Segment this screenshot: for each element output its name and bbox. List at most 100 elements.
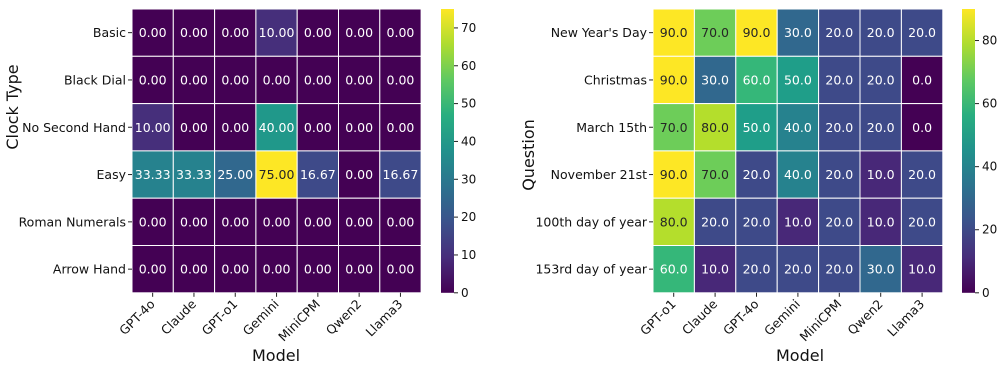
cell-value-label: 60.0 xyxy=(660,262,688,277)
cell-value-label: 0.00 xyxy=(304,214,332,229)
cell-value-label: 0.00 xyxy=(221,120,249,135)
cell-value-label: 20.0 xyxy=(867,72,895,87)
cell-value-label: 10.00 xyxy=(259,25,295,40)
cell-value-label: 20.0 xyxy=(825,72,853,87)
heatmap-cell xyxy=(900,103,944,152)
cell-value-label: 20.0 xyxy=(743,214,771,229)
cell-value-label: 0.00 xyxy=(180,120,208,135)
heatmap-cell xyxy=(255,103,298,152)
heatmap-cell xyxy=(693,55,737,105)
colorbar-tick-label: 0 xyxy=(982,286,990,300)
cell-value-label: 0.00 xyxy=(139,262,167,277)
heatmap-cell xyxy=(131,197,174,246)
cell-value-label: 20.0 xyxy=(701,214,729,229)
heatmap-clock-type: 0.00 0.00 0.00 10.00 0.00 0.00 0.00 0.00 0.00 0.0… xyxy=(3,8,476,365)
heatmap-cell xyxy=(214,103,257,152)
cell-value-label: 33.33 xyxy=(176,167,212,182)
cell-value-label: 10.0 xyxy=(867,167,895,182)
y-tick-label: Basic xyxy=(93,25,126,40)
cell-value-label: 20.0 xyxy=(908,167,936,182)
cell-value-label: 0.00 xyxy=(221,25,249,40)
heatmap-cell xyxy=(172,150,216,199)
y-tick-label: Easy xyxy=(97,167,127,182)
heatmap-question: 90.0 70.0 90.0 30.0 20.0 20.0 20.0 90.0 30.0 60.0… xyxy=(519,8,997,365)
heatmap-cell xyxy=(776,8,820,57)
cell-value-label: 0.0 xyxy=(912,120,932,135)
heatmap-cell xyxy=(735,103,778,152)
cell-value-label: 20.0 xyxy=(784,262,812,277)
y-tick-label: No Second Hand xyxy=(22,120,126,135)
cell-value-label: 30.0 xyxy=(784,25,812,40)
heatmap-cell xyxy=(900,245,944,294)
heatmap-cell xyxy=(131,8,174,57)
cell-value-label: 75.00 xyxy=(259,167,295,182)
y-tick-label: March 15th xyxy=(576,120,647,135)
heatmap-cell xyxy=(900,55,944,105)
heatmap-cell xyxy=(379,55,422,105)
cell-value-label: 40.0 xyxy=(784,167,812,182)
x-tick-label: Qwen2 xyxy=(323,296,364,337)
heatmap-cell xyxy=(214,55,257,105)
cell-value-label: 50.0 xyxy=(784,72,812,87)
cell-value-label: 16.67 xyxy=(300,167,336,182)
heatmap-cell xyxy=(776,103,820,152)
colorbar-gradient xyxy=(441,9,454,293)
x-tick-label: GPT-o1 xyxy=(637,296,679,338)
colorbar-tick-label: 80 xyxy=(982,34,997,48)
heatmap-cell xyxy=(338,103,381,152)
x-tick-label: MiniCPM xyxy=(797,296,845,344)
cell-value-label: 0.00 xyxy=(180,72,208,87)
colorbar-tick-label: 60 xyxy=(982,97,997,111)
cell-value-label: 0.00 xyxy=(387,262,415,277)
heatmap-1-cells: 0.00 0.00 0.00 10.00 0.00 0.00 0.00 0.00 0.00 0.0… xyxy=(131,8,422,294)
heatmap-cell xyxy=(652,8,695,57)
cell-value-label: 0.00 xyxy=(345,120,373,135)
heatmap-2-cells: 90.0 70.0 90.0 30.0 20.0 20.0 20.0 90.0 30.0 60.0… xyxy=(652,8,944,294)
cell-value-label: 0.00 xyxy=(221,214,249,229)
heatmap-cell xyxy=(776,150,820,199)
cell-value-label: 70.0 xyxy=(660,120,688,135)
cell-value-label: 0.00 xyxy=(304,120,332,135)
heatmap-cell xyxy=(131,245,174,294)
heatmap-cell xyxy=(172,103,216,152)
heatmap-cell xyxy=(900,197,944,246)
cell-value-label: 90.0 xyxy=(660,167,688,182)
x-tick-label: GPT-o1 xyxy=(199,296,241,338)
x-tick-label: MiniCPM xyxy=(275,296,323,344)
heatmap-cell xyxy=(214,197,257,246)
heatmap-cell xyxy=(693,8,737,57)
colorbar-tick-label: 30 xyxy=(461,172,476,186)
cell-value-label: 0.00 xyxy=(263,72,291,87)
y-tick-label: November 21st xyxy=(551,167,647,182)
heatmap-cell xyxy=(818,150,861,199)
heatmap-cell xyxy=(818,55,861,105)
cell-value-label: 50.0 xyxy=(743,120,771,135)
cell-value-label: 10.0 xyxy=(908,262,936,277)
heatmap-cell xyxy=(735,8,778,57)
cell-value-label: 0.00 xyxy=(304,72,332,87)
colorbar-tick-label: 70 xyxy=(461,21,476,35)
cell-value-label: 0.00 xyxy=(304,262,332,277)
heatmap-cell xyxy=(776,245,820,294)
cell-value-label: 0.00 xyxy=(180,262,208,277)
cell-value-label: 60.0 xyxy=(743,72,771,87)
cell-value-label: 10.00 xyxy=(135,120,171,135)
heatmap-cell xyxy=(818,197,861,246)
heatmap-cell xyxy=(735,197,778,246)
y-tick-label: Black Dial xyxy=(64,72,126,87)
heatmap-cell xyxy=(859,55,902,105)
heatmap-cell xyxy=(776,55,820,105)
y-tick-label: New Year's Day xyxy=(551,25,648,40)
cell-value-label: 20.0 xyxy=(743,167,771,182)
cell-value-label: 0.00 xyxy=(345,262,373,277)
cell-value-label: 20.0 xyxy=(908,214,936,229)
heatmap-cell xyxy=(338,150,381,199)
heatmap-cell xyxy=(693,197,737,246)
cell-value-label: 0.00 xyxy=(387,214,415,229)
cell-value-label: 20.0 xyxy=(867,120,895,135)
cell-value-label: 20.0 xyxy=(825,262,853,277)
heatmap-cell xyxy=(338,8,381,57)
cell-value-label: 0.00 xyxy=(345,214,373,229)
cell-value-label: 20.0 xyxy=(908,25,936,40)
colorbar-tick-label: 40 xyxy=(461,134,476,148)
